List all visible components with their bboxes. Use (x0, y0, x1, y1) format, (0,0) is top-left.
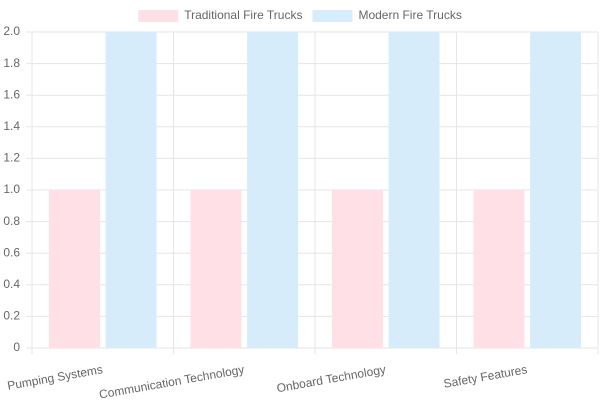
y-tick-label: 1.2 (3, 151, 20, 165)
y-tick-label: 1.4 (3, 119, 20, 133)
x-tick-label: Safety Features (442, 362, 528, 390)
y-tick-label: 0.6 (3, 245, 20, 259)
y-tick-label: 0.4 (3, 277, 20, 291)
y-tick-label: 1.8 (3, 56, 20, 70)
legend-label[interactable]: Modern Fire Trucks (358, 8, 461, 22)
bar (48, 190, 100, 348)
y-tick-label: 1.0 (3, 182, 20, 196)
bar (331, 190, 383, 348)
x-tick-label: Communication Technology (98, 362, 245, 400)
legend-label[interactable]: Traditional Fire Trucks (184, 8, 302, 22)
bar (105, 32, 157, 348)
y-tick-label: 0.8 (3, 214, 20, 228)
bar (190, 190, 242, 348)
legend-swatch[interactable] (312, 10, 353, 22)
x-tick-label: Onboard Technology (276, 362, 387, 395)
y-tick-label: 2.0 (3, 24, 20, 38)
y-tick-label: 0 (13, 340, 20, 354)
y-tick-label: 1.6 (3, 87, 20, 101)
bar (473, 190, 525, 348)
x-tick-label: Pumping Systems (6, 362, 104, 393)
bar (247, 32, 299, 348)
bar (530, 32, 582, 348)
bar (388, 32, 440, 348)
y-tick-label: 0.2 (3, 309, 20, 323)
legend-swatch[interactable] (138, 10, 179, 22)
